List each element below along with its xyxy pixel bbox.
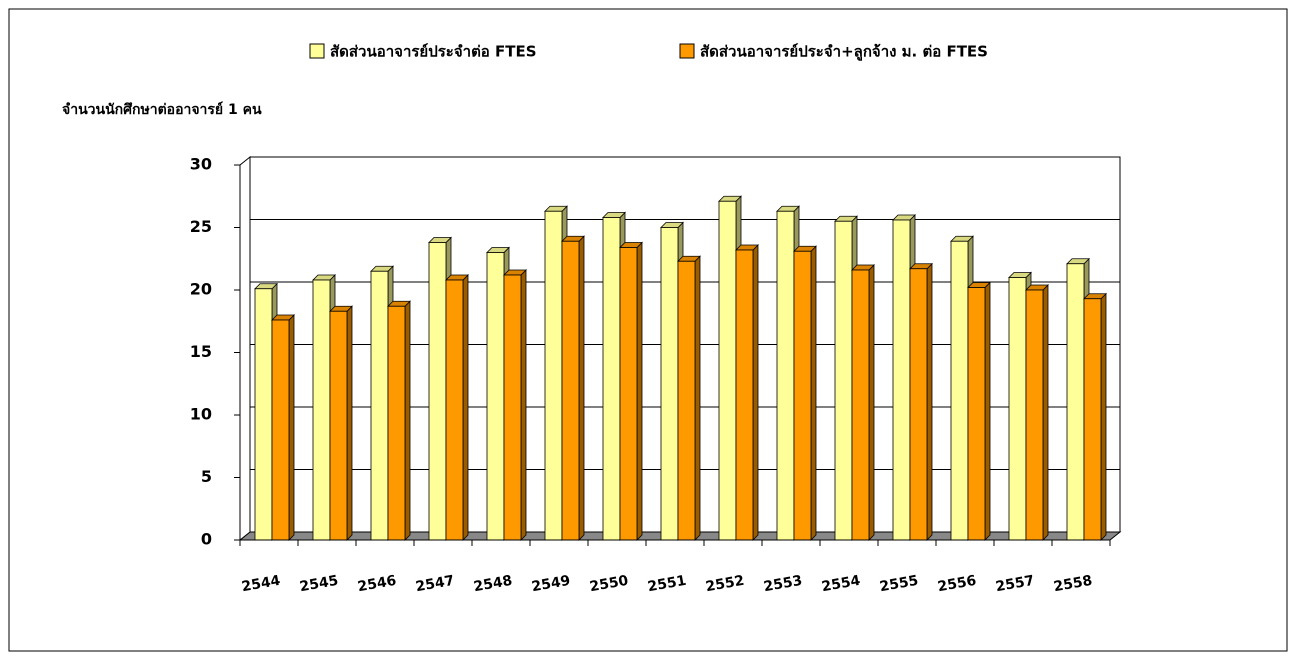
bar <box>892 219 911 541</box>
bar-side <box>520 269 527 541</box>
x-tick-label: 2558 <box>1052 573 1093 596</box>
bar-side <box>404 300 411 541</box>
bar <box>834 220 853 541</box>
y-tick-label: 0 <box>201 530 212 549</box>
bar <box>950 240 969 541</box>
legend-swatch <box>679 43 695 59</box>
bar-side <box>694 255 701 541</box>
bar <box>544 210 563 541</box>
bar <box>909 268 928 541</box>
y-tick-label: 25 <box>190 217 212 236</box>
bar-side <box>636 241 643 541</box>
bar-side <box>984 281 991 541</box>
bar <box>428 242 447 541</box>
x-tick-label: 2544 <box>240 573 281 596</box>
bar-side <box>1100 292 1107 541</box>
bar <box>1083 298 1102 541</box>
bar <box>776 210 795 541</box>
x-tick-label: 2554 <box>820 573 861 596</box>
bar <box>561 240 580 541</box>
bar-side <box>462 274 469 541</box>
y-tick-label: 5 <box>201 467 212 486</box>
bar-side <box>868 264 875 541</box>
x-tick-label: 2556 <box>936 573 977 596</box>
x-tick-label: 2549 <box>530 573 571 596</box>
bar-side <box>1042 284 1049 541</box>
legend-label: สัดส่วนอาจารย์ประจำต่อ FTES <box>330 43 537 61</box>
bar <box>735 249 754 541</box>
bar <box>718 200 737 541</box>
bar <box>1066 263 1085 541</box>
bar-side <box>288 314 295 541</box>
bar <box>793 250 812 541</box>
legend-swatch <box>309 43 325 59</box>
side-wall <box>239 155 251 542</box>
bar <box>312 279 331 541</box>
bar-side <box>346 305 353 541</box>
y-tick-label: 15 <box>190 342 212 361</box>
y-tick-label: 10 <box>190 405 212 424</box>
x-tick-label: 2545 <box>298 573 339 596</box>
x-tick-label: 2553 <box>762 573 803 596</box>
x-tick-label: 2547 <box>414 573 455 596</box>
bar <box>503 274 522 541</box>
y-tick-label: 30 <box>190 155 212 174</box>
bar <box>1008 277 1027 541</box>
x-tick-label: 2550 <box>588 573 629 596</box>
bar <box>271 319 290 541</box>
bar <box>387 305 406 541</box>
x-tick-label: 2555 <box>878 573 919 596</box>
legend-label: สัดส่วนอาจารย์ประจำ+ลูกจ้าง ม. ต่อ FTES <box>700 43 988 62</box>
bar <box>602 217 621 541</box>
bar <box>677 260 696 541</box>
y-axis-label: จำนวนนักศึกษาต่ออาจารย์ 1 คน <box>62 101 262 118</box>
bar-side <box>810 245 817 541</box>
bar <box>660 227 679 541</box>
bar-side <box>926 262 933 541</box>
bar <box>851 269 870 541</box>
bar <box>486 252 505 541</box>
bar-side <box>752 244 759 541</box>
x-tick-label: 2557 <box>994 573 1035 596</box>
bar-side <box>578 235 585 541</box>
bar <box>329 310 348 541</box>
x-tick-label: 2551 <box>646 573 687 596</box>
x-tick-label: 2552 <box>704 573 745 596</box>
x-tick-label: 2546 <box>356 573 397 596</box>
bar <box>1025 289 1044 541</box>
bar <box>254 288 273 541</box>
x-tick-label: 2548 <box>472 573 513 596</box>
bar <box>445 279 464 541</box>
y-tick-label: 20 <box>190 280 212 299</box>
bar <box>619 247 638 541</box>
bar <box>370 270 389 541</box>
bar <box>967 287 986 541</box>
